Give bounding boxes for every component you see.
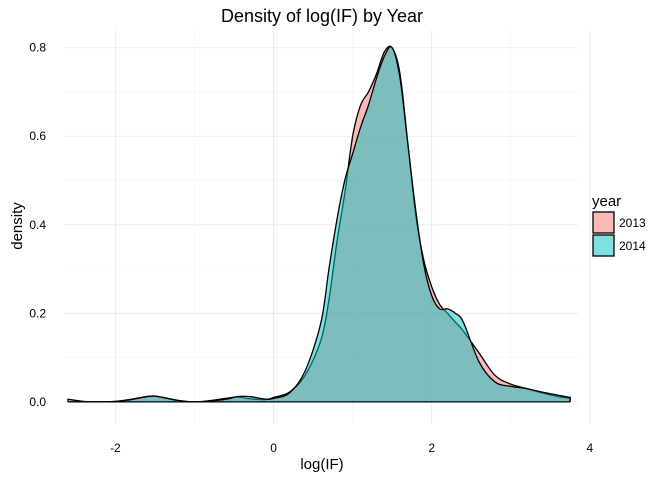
legend-title: year [592, 193, 621, 210]
y-tick-label: 0.2 [29, 306, 46, 320]
x-tick-label: 4 [587, 441, 594, 455]
y-tick-label: 0.8 [29, 41, 46, 55]
x-axis-ticks: -2 0 2 4 [110, 441, 593, 455]
density-outline-2014 [67, 46, 571, 403]
legend-swatch-2014 [592, 234, 615, 257]
y-tick-label: 0.4 [29, 218, 46, 232]
minor-gridlines [64, 30, 578, 424]
x-tick-label: 0 [270, 441, 277, 455]
y-axis-title: density [9, 202, 26, 250]
legend: year 2013 2014 [592, 193, 646, 257]
legend-label-2014: 2014 [619, 239, 646, 253]
x-axis-title: log(IF) [300, 456, 343, 473]
legend-swatch-2013 [592, 211, 615, 234]
x-tick-label: 2 [428, 441, 435, 455]
y-axis-ticks: 0.0 0.2 0.4 0.6 0.8 [29, 41, 46, 409]
y-tick-label: 0.6 [29, 129, 46, 143]
y-tick-label: 0.0 [29, 395, 46, 409]
x-tick-label: -2 [110, 441, 121, 455]
legend-label-2013: 2013 [619, 216, 646, 230]
density-area-2014 [67, 46, 571, 402]
density-areas [67, 45, 571, 403]
chart-title: Density of log(IF) by Year [221, 6, 423, 26]
